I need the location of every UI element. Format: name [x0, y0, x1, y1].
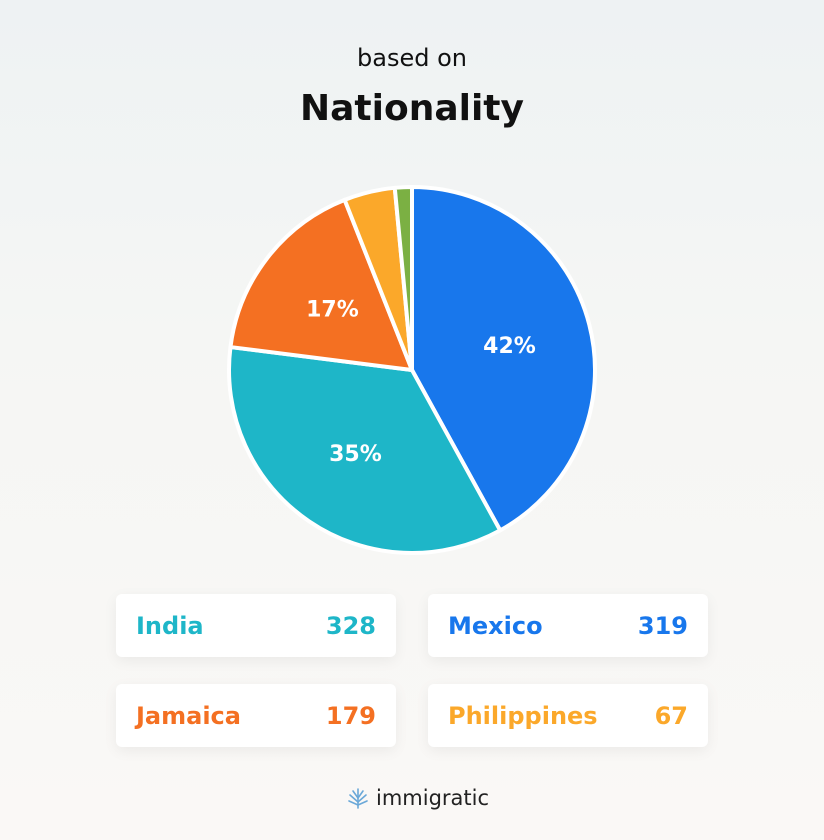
legend-card-india: India 328 — [116, 594, 396, 657]
legend-count: 179 — [325, 701, 376, 730]
legend-name: Philippines — [448, 701, 598, 730]
pie-slice — [227, 345, 503, 555]
slice-label: 42% — [483, 334, 536, 359]
pie-slice — [392, 185, 414, 372]
legend-card-mexico: Mexico 319 — [428, 594, 708, 657]
legend-count: 328 — [325, 611, 376, 640]
legend-name: Jamaica — [136, 701, 241, 730]
subtitle: based on — [357, 44, 467, 72]
slice-label: 17% — [306, 297, 359, 322]
pie-slice — [228, 197, 414, 372]
legend-count: 319 — [637, 611, 688, 640]
brand-logo: immigratic — [346, 786, 489, 810]
legend-name: Mexico — [448, 611, 543, 640]
brand-name: immigratic — [376, 786, 490, 810]
legend-count: 67 — [654, 701, 688, 730]
legend-name: India — [136, 611, 204, 640]
chart-title: Nationality — [300, 88, 524, 129]
slice-label: 35% — [329, 442, 382, 467]
pie-chart: 42% 35% 17% — [227, 185, 597, 555]
pie-slice — [410, 185, 597, 533]
leaf-icon — [348, 788, 368, 809]
legend-card-philippines: Philippines 67 — [428, 684, 708, 747]
legend-card-jamaica: Jamaica 179 — [116, 684, 396, 747]
